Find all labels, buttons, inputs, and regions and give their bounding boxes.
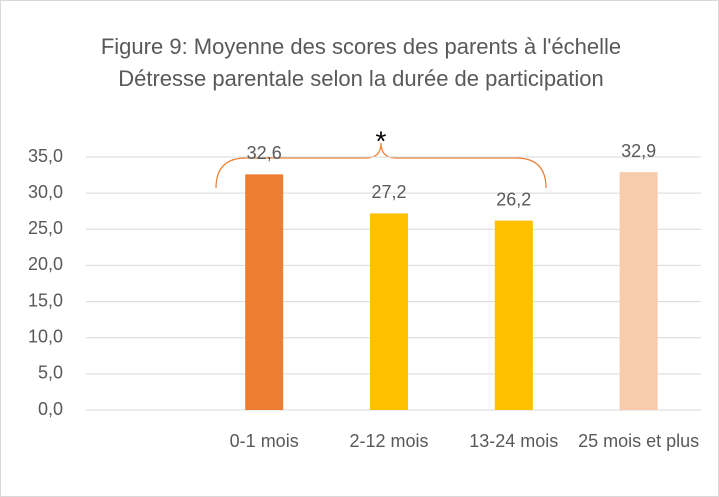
bar — [370, 213, 408, 410]
chart-title: Figure 9: Moyenne des scores des parents… — [100, 34, 622, 91]
data-label: 32,6 — [247, 143, 282, 163]
y-tick-label: 15,0 — [28, 290, 63, 310]
bar — [619, 172, 658, 410]
annotation: * — [376, 125, 387, 156]
y-tick-label: 20,0 — [28, 254, 63, 274]
brace — [215, 142, 547, 189]
x-tick-label: 2-12 mois — [349, 431, 429, 451]
x-tick-label: 0-1 mois — [229, 431, 299, 451]
data-label: 26,2 — [496, 189, 531, 209]
bar — [245, 174, 284, 410]
y-tick-label: 0,0 — [38, 399, 63, 419]
x-tick-label: 13-24 mois — [469, 431, 559, 451]
y-tick-label: 5,0 — [38, 363, 63, 383]
bar — [494, 220, 533, 410]
data-label: 32,9 — [621, 141, 656, 161]
data-label: 27,2 — [371, 182, 406, 202]
x-tick-label: 25 mois et plus — [578, 431, 700, 451]
y-tick-label: 30,0 — [28, 182, 63, 202]
y-tick-label: 10,0 — [28, 326, 63, 346]
y-tick-label: 25,0 — [28, 218, 63, 238]
y-tick-label: 35,0 — [28, 146, 63, 166]
